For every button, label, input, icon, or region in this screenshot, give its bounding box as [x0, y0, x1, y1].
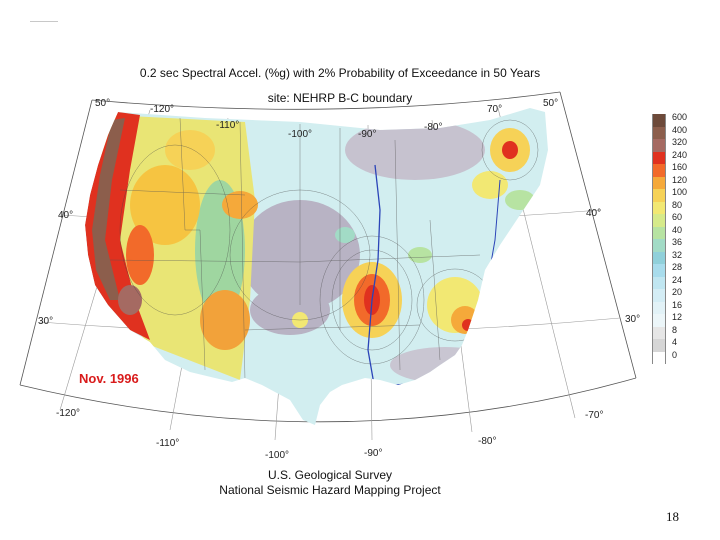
legend-swatch [652, 126, 666, 139]
legend-label: 100 [672, 187, 688, 197]
legend-label: 40 [672, 224, 683, 235]
legend-label: 20 [672, 287, 683, 297]
lon-label-bottom-80: -80° [478, 436, 496, 447]
legend-label: 0 [672, 349, 678, 360]
legend-label: 320 [672, 137, 688, 147]
legend-label: 240 [672, 149, 688, 160]
legend-label: 36 [672, 237, 683, 247]
lon-label-bottom-70: -70° [585, 410, 603, 421]
page-number: 18 [666, 509, 679, 524]
legend-swatch [652, 226, 666, 239]
lon-label-top-120: -120° [150, 104, 174, 115]
legend-label: 600 [672, 112, 688, 122]
legend-swatch [652, 326, 666, 339]
legend-swatch [652, 289, 666, 302]
lat-label-40-left: 40° [58, 210, 73, 221]
legend-label: 60 [672, 212, 683, 222]
lat-label-50-right: 50° [543, 98, 558, 109]
map-title: 0.2 sec Spectral Accel. (%g) with 2% Pro… [139, 66, 541, 80]
map-subtitle: site: NEHRP B-C boundary [267, 91, 413, 105]
lon-label-bottom-100: -100° [265, 450, 289, 461]
legend-swatch [652, 189, 666, 202]
lon-label-bottom-110: -110° [156, 438, 179, 449]
legend-swatch [652, 214, 666, 227]
legend-swatch [652, 164, 666, 177]
legend-swatch [652, 139, 666, 152]
legend-label: 16 [672, 299, 683, 310]
legend-label: 24 [672, 274, 683, 285]
top-rule [30, 21, 58, 22]
legend-label: 120 [672, 174, 688, 185]
lat-label-50-left: 50° [95, 98, 110, 109]
footer-project: National Seismic Hazard Mapping Project [219, 483, 441, 497]
date-label: Nov. 1996 [79, 371, 139, 386]
legend-label: 8 [672, 324, 678, 335]
lon-label-bottom-90: -90° [364, 448, 382, 459]
legend-label: 80 [672, 199, 683, 210]
lon-label-top-70: 70° [487, 104, 502, 115]
lon-label-top-110: -110° [216, 120, 239, 131]
legend-label: 400 [672, 124, 688, 135]
legend-swatch [652, 176, 666, 189]
lat-label-40-right: 40° [586, 208, 601, 219]
legend-swatch [652, 276, 666, 289]
hazard-contours [85, 108, 548, 425]
legend-swatch [652, 264, 666, 277]
legend-swatch [652, 114, 666, 127]
legend-swatch [652, 201, 666, 214]
lat-label-30-left: 30° [38, 316, 53, 327]
legend-swatch [652, 339, 666, 352]
legend-swatch [652, 351, 666, 364]
map-frame [19, 91, 637, 423]
footer-agency: U.S. Geological Survey [267, 468, 393, 482]
legend-swatch [652, 251, 666, 264]
legend-label: 4 [672, 337, 678, 347]
legend-swatch [652, 301, 666, 314]
legend-label: 12 [672, 312, 683, 322]
legend-swatch [652, 239, 666, 252]
legend-swatch [652, 314, 666, 327]
lon-label-top-100: -100° [288, 129, 312, 140]
legend-label: 160 [672, 162, 688, 172]
lon-label-bottom-120: -120° [56, 408, 80, 419]
legend-label: 28 [672, 262, 683, 272]
legend-swatch [652, 151, 666, 164]
lon-label-top-80: -80° [424, 122, 442, 133]
lon-label-top-90: -90° [358, 129, 376, 140]
lat-label-30-right: 30° [625, 314, 640, 325]
legend-label: 32 [672, 249, 683, 260]
graticule-label-group: 50° -120° -110° -100° -90° -80° 70° 50° … [38, 98, 640, 461]
